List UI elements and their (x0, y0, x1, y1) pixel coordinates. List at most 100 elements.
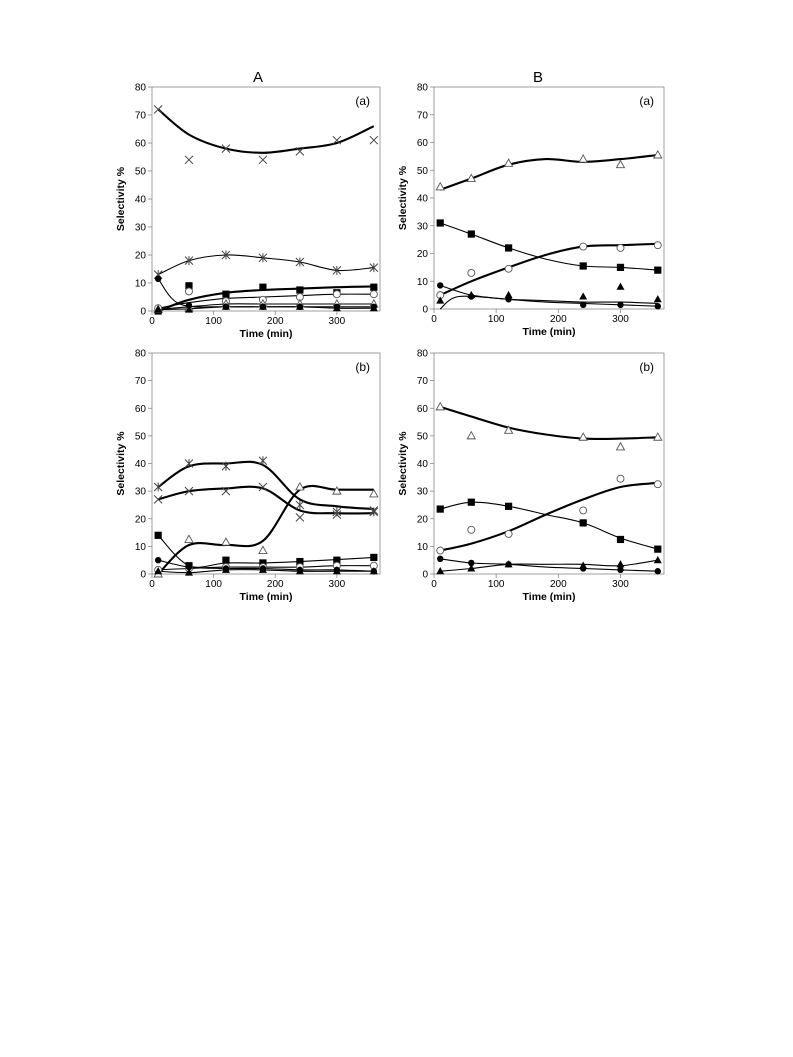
y-tick-label: 10 (135, 279, 147, 290)
marker-filled-triangle (369, 304, 378, 312)
marker-filled-circle (154, 556, 162, 564)
marker-square (616, 535, 625, 544)
y-tick-label: 50 (135, 431, 147, 442)
marker-asterisk (221, 461, 231, 471)
marker-square (296, 557, 304, 566)
y-tick-label: 10 (135, 542, 147, 553)
y-tick-label: 70 (135, 376, 147, 387)
y-axis-label: Selectivity % (115, 431, 127, 496)
y-tick-label: 50 (417, 166, 429, 177)
y-tick-label: 0 (140, 570, 146, 581)
x-tick-label: 0 (431, 314, 437, 325)
marker-open-circle (332, 290, 341, 299)
marker-square (467, 230, 475, 238)
marker-open-circle (579, 242, 588, 251)
marker-filled-triangle (221, 302, 230, 310)
x-tick-label: 300 (612, 579, 629, 590)
x-tick-label: 0 (431, 579, 437, 590)
marker-cross (153, 105, 163, 114)
marker-open-circle (504, 264, 513, 273)
marker-open-circle (467, 268, 476, 277)
y-tick-label: 60 (135, 404, 147, 415)
marker-open-triangle (435, 181, 445, 191)
marker-filled-circle (185, 563, 193, 571)
marker-asterisk (153, 482, 163, 492)
x-tick-label: 100 (205, 579, 222, 590)
panel-label: (b) (639, 360, 654, 374)
marker-cross (221, 144, 231, 153)
marker-open-circle (369, 290, 378, 299)
marker-filled-circle (468, 559, 475, 567)
marker-open-triangle (184, 534, 194, 543)
x-tick-label: 200 (267, 316, 284, 327)
x-tick-label: 0 (149, 579, 155, 590)
marker-filled-triangle (332, 567, 341, 575)
marker-filled-triangle (467, 564, 476, 572)
y-tick-label: 40 (135, 195, 147, 206)
marker-square (504, 244, 513, 252)
marker-square (259, 559, 267, 567)
marker-open-circle (467, 525, 476, 534)
marker-asterisk (295, 500, 305, 510)
chart-panel-b-a: 0 10 20 30 40 50 60 70 80 0 100 200 300 Time (min) Sel… (397, 83, 665, 338)
chart-panel-a-a: 0 10 20 30 40 50 60 70 80 0 100 200 300 Time (min) Sel… (115, 83, 381, 340)
marker-square (654, 545, 662, 553)
marker-cross (153, 495, 163, 504)
plot-frame (151, 86, 381, 312)
x-axis-label: Time (min) (240, 328, 293, 340)
y-tick-label: 30 (417, 487, 429, 498)
marker-filled-triangle (467, 290, 476, 299)
series-curve-square (440, 222, 658, 271)
marker-filled-triangle (616, 560, 625, 568)
marker-square (222, 556, 230, 564)
marker-cross (295, 147, 305, 156)
y-axis-label: Selectivity % (397, 165, 409, 230)
marker-open-triangle (221, 537, 231, 546)
series-curve-star (157, 254, 374, 276)
y-axis-label: Selectivity % (115, 166, 127, 231)
y-tick-label: 20 (135, 251, 147, 262)
marker-asterisk (332, 265, 342, 275)
y-tick-label: 80 (417, 83, 429, 94)
y-tick-label: 80 (417, 349, 429, 360)
x-tick-label: 200 (550, 579, 567, 590)
y-tick-label: 70 (417, 110, 429, 121)
series-curve-triangle-open (439, 153, 658, 191)
marker-square (579, 519, 587, 527)
marker-open-triangle (466, 173, 477, 183)
x-tick-label: 300 (329, 579, 346, 590)
marker-open-circle (653, 480, 662, 489)
marker-square (504, 502, 513, 510)
y-tick-label: 60 (135, 139, 147, 150)
y-axis-label: Selectivity % (397, 431, 409, 496)
panel-label: (b) (355, 360, 370, 374)
y-tick-label: 20 (135, 514, 147, 525)
marker-filled-triangle (154, 567, 163, 575)
y-tick-label: 20 (417, 514, 429, 525)
marker-filled-circle (617, 566, 624, 574)
series-curve-star (157, 460, 374, 511)
marker-square (436, 219, 444, 227)
marker-filled-triangle (653, 555, 662, 564)
marker-open-circle (504, 529, 513, 538)
marker-open-triangle (295, 481, 305, 491)
y-tick-label: 60 (417, 138, 429, 149)
marker-filled-triangle (184, 568, 193, 576)
marker-asterisk (295, 257, 305, 267)
marker-filled-circle (579, 301, 587, 309)
y-tick-label: 10 (417, 277, 429, 288)
marker-asterisk (369, 263, 379, 273)
x-axis-label: Time (min) (523, 591, 576, 603)
marker-open-triangle (332, 485, 342, 495)
y-tick-label: 50 (417, 431, 429, 442)
marker-filled-triangle (258, 565, 267, 573)
marker-filled-circle (654, 568, 661, 575)
y-tick-label: 0 (422, 305, 428, 316)
marker-square (436, 505, 444, 513)
marker-filled-triangle (504, 560, 513, 568)
column-title-a: A (253, 69, 263, 86)
marker-filled-triangle (258, 302, 267, 310)
x-axis-label: Time (min) (240, 591, 293, 603)
marker-square (370, 283, 378, 291)
x-tick-label: 200 (267, 579, 284, 590)
